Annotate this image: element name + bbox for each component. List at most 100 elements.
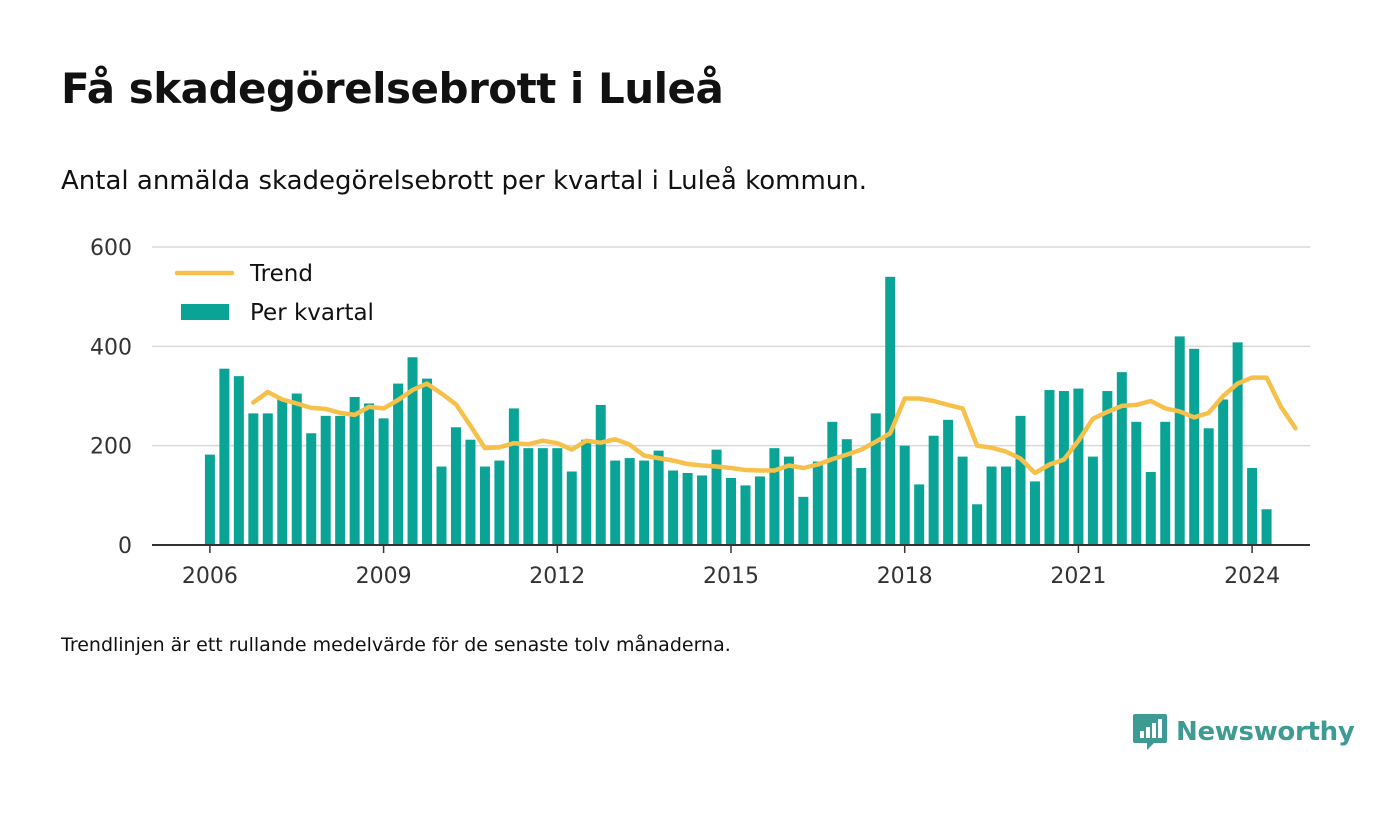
y-tick-label: 0 [118, 534, 132, 559]
bar [291, 393, 302, 545]
bar [1131, 421, 1142, 545]
bar [508, 408, 519, 545]
bar [436, 466, 447, 545]
y-tick-label: 200 [90, 435, 132, 460]
bar [1044, 390, 1055, 545]
bar [711, 449, 722, 545]
bar [306, 433, 317, 545]
bar [1232, 342, 1243, 545]
legend-bar-label: Per kvartal [250, 300, 374, 326]
bar [798, 496, 809, 545]
bar [653, 450, 664, 545]
bar [754, 476, 765, 545]
bar [378, 418, 389, 545]
bar [610, 460, 621, 545]
bar [537, 448, 548, 545]
bar [624, 458, 635, 545]
bar [986, 466, 997, 545]
bar [1261, 509, 1272, 545]
bar [233, 376, 244, 545]
bar [595, 404, 606, 545]
y-tick-label: 600 [90, 236, 132, 261]
bar [697, 475, 708, 545]
bar [639, 460, 650, 545]
chart-title: Få skadegörelsebrott i Luleå [61, 64, 724, 113]
bar [769, 448, 780, 545]
x-tick-label: 2024 [1224, 564, 1280, 589]
bar [726, 477, 736, 545]
bar [1073, 388, 1084, 545]
bar [1145, 471, 1156, 545]
bar [349, 396, 360, 545]
bar [204, 454, 215, 545]
bar [928, 435, 939, 545]
bar [494, 460, 505, 545]
bar [248, 413, 259, 545]
brand-logo[interactable]: Newsworthy [1132, 712, 1355, 752]
bar [320, 415, 331, 545]
brand-name: Newsworthy [1176, 717, 1355, 747]
bar [407, 357, 418, 545]
x-tick-label: 2009 [356, 564, 412, 589]
bar [523, 448, 534, 545]
bar [465, 439, 476, 545]
bar [335, 415, 346, 545]
bar [422, 378, 433, 545]
bar [1116, 372, 1127, 545]
bar [566, 471, 577, 545]
bar [1058, 391, 1069, 545]
x-tick-label: 2012 [529, 564, 585, 589]
bar [1247, 468, 1258, 545]
bar [870, 413, 881, 545]
legend: Trend Per kvartal [174, 261, 374, 326]
bar [1189, 348, 1200, 545]
bar [972, 504, 983, 545]
bar [581, 439, 592, 545]
bar [1087, 456, 1098, 545]
bar [957, 456, 968, 545]
bar [219, 368, 230, 545]
trend-line [251, 375, 1298, 476]
bar [783, 456, 794, 545]
x-tick-label: 2021 [1050, 564, 1106, 589]
bar [1029, 481, 1040, 545]
newsworthy-logo-icon [1133, 714, 1167, 750]
bar [1160, 421, 1171, 545]
footnote: Trendlinjen är ett rullande medelvärde f… [61, 634, 731, 656]
bar [277, 398, 288, 545]
chart-subtitle: Antal anmälda skadegörelsebrott per kvar… [61, 166, 867, 196]
bar [364, 403, 375, 545]
bar [262, 413, 273, 545]
bar [914, 484, 925, 545]
bar [668, 470, 679, 545]
bar [856, 468, 867, 545]
bar [943, 419, 954, 545]
bar [682, 472, 693, 545]
bar [812, 461, 823, 545]
x-tick-label: 2018 [877, 564, 933, 589]
bar [479, 466, 490, 545]
bar [1218, 399, 1229, 545]
bar [450, 427, 461, 545]
bar [1015, 415, 1026, 545]
legend-bar-swatch [181, 304, 229, 320]
bar [1203, 428, 1214, 545]
bar [1102, 391, 1113, 545]
bar-series-per-kvartal [204, 276, 1272, 545]
bar [740, 485, 751, 545]
x-tick-label: 2006 [182, 564, 238, 589]
bar [885, 276, 896, 545]
bar [899, 445, 910, 545]
x-tick-label: 2015 [703, 564, 759, 589]
bar [552, 448, 563, 545]
bar [393, 383, 404, 545]
legend-trend-label: Trend [249, 261, 313, 287]
y-axis-ticks: 0 200 400 600 [90, 236, 132, 559]
y-tick-label: 400 [90, 335, 132, 360]
x-axis-ticks: 2006 2009 2012 2015 2018 2021 2024 [182, 545, 1280, 589]
bar [827, 421, 838, 545]
bar [841, 439, 852, 545]
bar [1001, 466, 1012, 545]
